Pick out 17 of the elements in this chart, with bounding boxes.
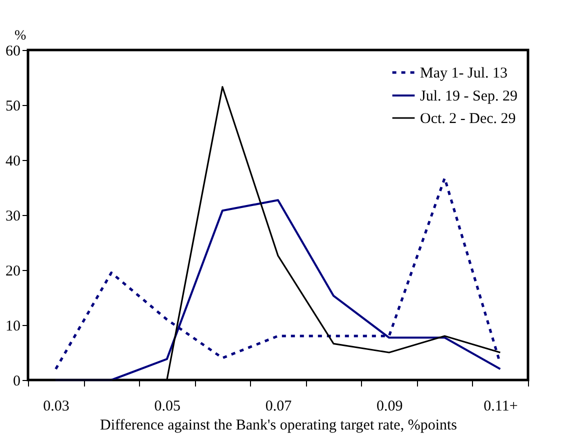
x-tick-label: 0.07 xyxy=(265,398,292,414)
x-tick-label: 0.03 xyxy=(43,398,70,414)
legend-label: Oct. 2 - Dec. 29 xyxy=(420,111,516,127)
y-axis-title: % xyxy=(14,28,26,44)
y-tick-label: 20 xyxy=(6,264,20,280)
y-tick-label: 0 xyxy=(13,374,20,390)
x-tick-label: 0.11+ xyxy=(484,398,518,414)
y-tick-label: 40 xyxy=(6,154,20,170)
legend-label: May 1- Jul. 13 xyxy=(420,66,508,82)
x-tick-label: 0.09 xyxy=(376,398,403,414)
y-tick-label: 10 xyxy=(6,318,20,334)
x-axis-title: Difference against the Bank's operating target rate, %points xyxy=(100,418,458,434)
y-tick-label: 60 xyxy=(6,44,20,60)
y-tick-label: 50 xyxy=(6,98,20,114)
y-tick-label: 30 xyxy=(6,208,20,224)
x-tick-label: 0.05 xyxy=(154,398,181,414)
legend-label: Jul. 19 - Sep. 29 xyxy=(420,88,518,104)
